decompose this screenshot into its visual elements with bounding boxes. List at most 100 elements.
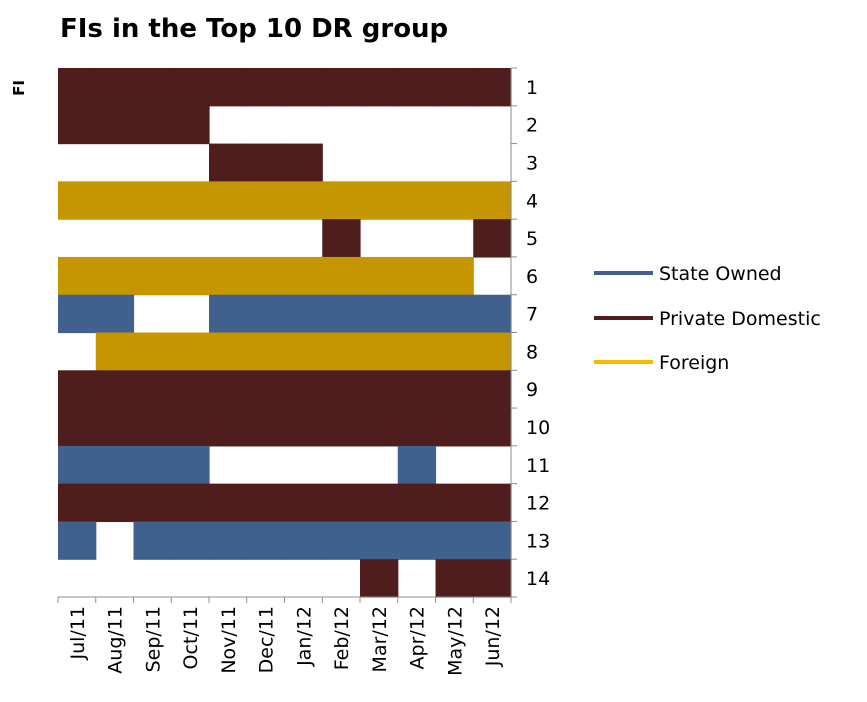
cell-fi-4-apr-12 [397,181,437,220]
x-tick-label-sep-11: Sep/11 [142,606,164,672]
cell-fi-2-jul-11 [58,105,97,145]
y-tick-label-6: 6 [526,266,538,288]
cell-fi-13-mar-12 [360,521,399,560]
cell-fi-9-jun-12 [473,370,512,409]
cell-fi-4-aug-11 [95,181,135,220]
x-tick-label-jun-12: Jun/12 [482,606,504,667]
cell-fi-3-jan-12 [284,143,323,182]
cell-fi-1-feb-12 [322,68,361,107]
cell-fi-2-oct-11 [171,105,210,145]
cell-fi-12-feb-12 [322,483,361,523]
cell-fi-13-sep-11 [133,521,172,560]
cell-fi-4-feb-12 [322,181,361,220]
cell-fi-10-aug-11 [95,408,135,447]
y-tick-label-10: 10 [526,417,550,439]
cell-fi-13-apr-12 [397,521,437,560]
cell-fi-9-mar-12 [360,370,399,409]
cell-fi-9-jul-11 [58,370,97,409]
cell-fi-8-mar-12 [360,332,399,371]
cell-fi-7-may-12 [435,294,474,334]
cell-fi-2-sep-11 [133,105,172,145]
cell-fi-10-apr-12 [397,408,437,447]
x-tick-label-oct-11: Oct/11 [180,606,202,669]
cell-fi-12-jan-12 [284,483,323,523]
cell-fi-8-nov-11 [209,332,248,371]
cell-fi-6-jan-12 [284,256,323,296]
cell-fi-3-dec-11 [246,143,286,182]
cell-fi-4-jan-12 [284,181,323,220]
cell-fi-11-aug-11 [95,445,135,485]
cell-fi-8-jun-12 [473,332,512,371]
y-tick-label-5: 5 [526,228,538,250]
cell-fi-1-dec-11 [246,68,286,107]
cell-fi-14-mar-12 [360,559,399,598]
cell-fi-7-jun-12 [473,294,512,334]
cell-fi-6-dec-11 [246,256,286,296]
cell-fi-4-may-12 [435,181,474,220]
cell-fi-10-oct-11 [171,408,210,447]
cell-fi-7-feb-12 [322,294,361,334]
legend: State Owned Private Domestic Foreign [594,263,821,374]
cell-fi-8-may-12 [435,332,474,371]
heatmap-cells [58,68,512,598]
cell-fi-13-nov-11 [209,521,248,560]
cell-fi-12-nov-11 [209,483,248,523]
cell-fi-7-apr-12 [397,294,437,334]
x-tick-label-nov-11: Nov/11 [218,606,240,674]
cell-fi-10-sep-11 [133,408,172,447]
cell-fi-1-mar-12 [360,68,399,107]
cell-fi-6-feb-12 [322,256,361,296]
cell-fi-9-sep-11 [133,370,172,409]
cell-fi-12-oct-11 [171,483,210,523]
y-tick-label-12: 12 [526,493,550,515]
cell-fi-12-apr-12 [397,483,437,523]
cell-fi-7-dec-11 [246,294,286,334]
cell-fi-10-dec-11 [246,408,286,447]
y-tick-label-7: 7 [526,304,538,326]
x-tick-label-aug-11: Aug/11 [105,606,127,674]
legend-label-foreign: Foreign [659,352,729,374]
cell-fi-12-jul-11 [58,483,97,523]
cell-fi-10-feb-12 [322,408,361,447]
cell-fi-11-sep-11 [133,445,172,485]
x-tick-label-dec-11: Dec/11 [256,606,278,673]
cell-fi-13-feb-12 [322,521,361,560]
cell-fi-1-jul-11 [58,68,97,107]
cell-fi-9-dec-11 [246,370,286,409]
cell-fi-6-may-12 [435,256,474,296]
cell-fi-6-mar-12 [360,256,399,296]
cell-fi-8-feb-12 [322,332,361,371]
cell-fi-6-jul-11 [58,256,97,296]
cell-fi-11-jul-11 [58,445,97,485]
x-tick-label-jul-11: Jul/11 [67,606,89,661]
cell-fi-10-jun-12 [473,408,512,447]
cell-fi-10-mar-12 [360,408,399,447]
cell-fi-12-may-12 [435,483,474,523]
cell-fi-9-jan-12 [284,370,323,409]
cell-fi-6-nov-11 [209,256,248,296]
cell-fi-9-apr-12 [397,370,437,409]
cell-fi-12-dec-11 [246,483,286,523]
y-tick-label-3: 3 [526,152,538,174]
legend-label-state-owned: State Owned [659,263,782,285]
y-tick-label-14: 14 [526,568,550,590]
cell-fi-6-sep-11 [133,256,172,296]
cell-fi-8-aug-11 [95,332,135,371]
cell-fi-10-may-12 [435,408,474,447]
cell-fi-7-nov-11 [209,294,248,334]
cell-fi-9-aug-11 [95,370,135,409]
cell-fi-8-oct-11 [171,332,210,371]
y-tick-label-1: 1 [526,77,538,99]
cell-fi-8-dec-11 [246,332,286,371]
cell-fi-9-nov-11 [209,370,248,409]
cell-fi-4-nov-11 [209,181,248,220]
cell-fi-13-oct-11 [171,521,210,560]
cell-fi-3-nov-11 [209,143,248,182]
cell-fi-7-mar-12 [360,294,399,334]
cell-fi-4-sep-11 [133,181,172,220]
x-tick-label-feb-12: Feb/12 [331,606,353,670]
cell-fi-4-oct-11 [171,181,210,220]
cell-fi-13-dec-11 [246,521,286,560]
y-tick-label-8: 8 [526,341,538,363]
